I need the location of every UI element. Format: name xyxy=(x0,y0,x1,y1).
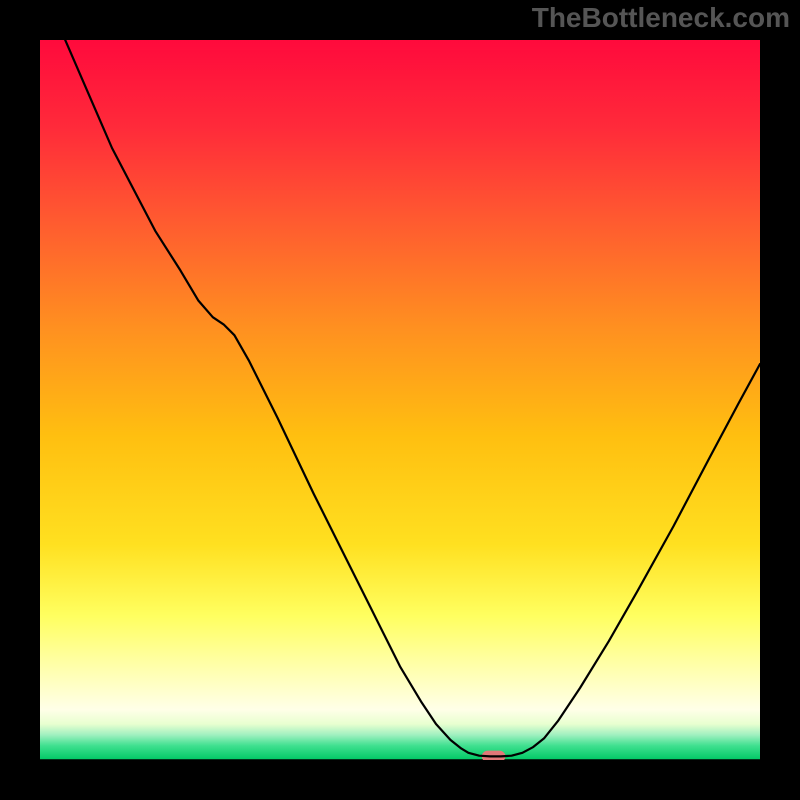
plot-area xyxy=(40,40,760,760)
gradient-background xyxy=(40,40,760,760)
chart-frame: TheBottleneck.com xyxy=(0,0,800,800)
watermark-text: TheBottleneck.com xyxy=(532,2,790,34)
plot-svg xyxy=(40,40,760,760)
plot-wrapper xyxy=(40,40,760,760)
